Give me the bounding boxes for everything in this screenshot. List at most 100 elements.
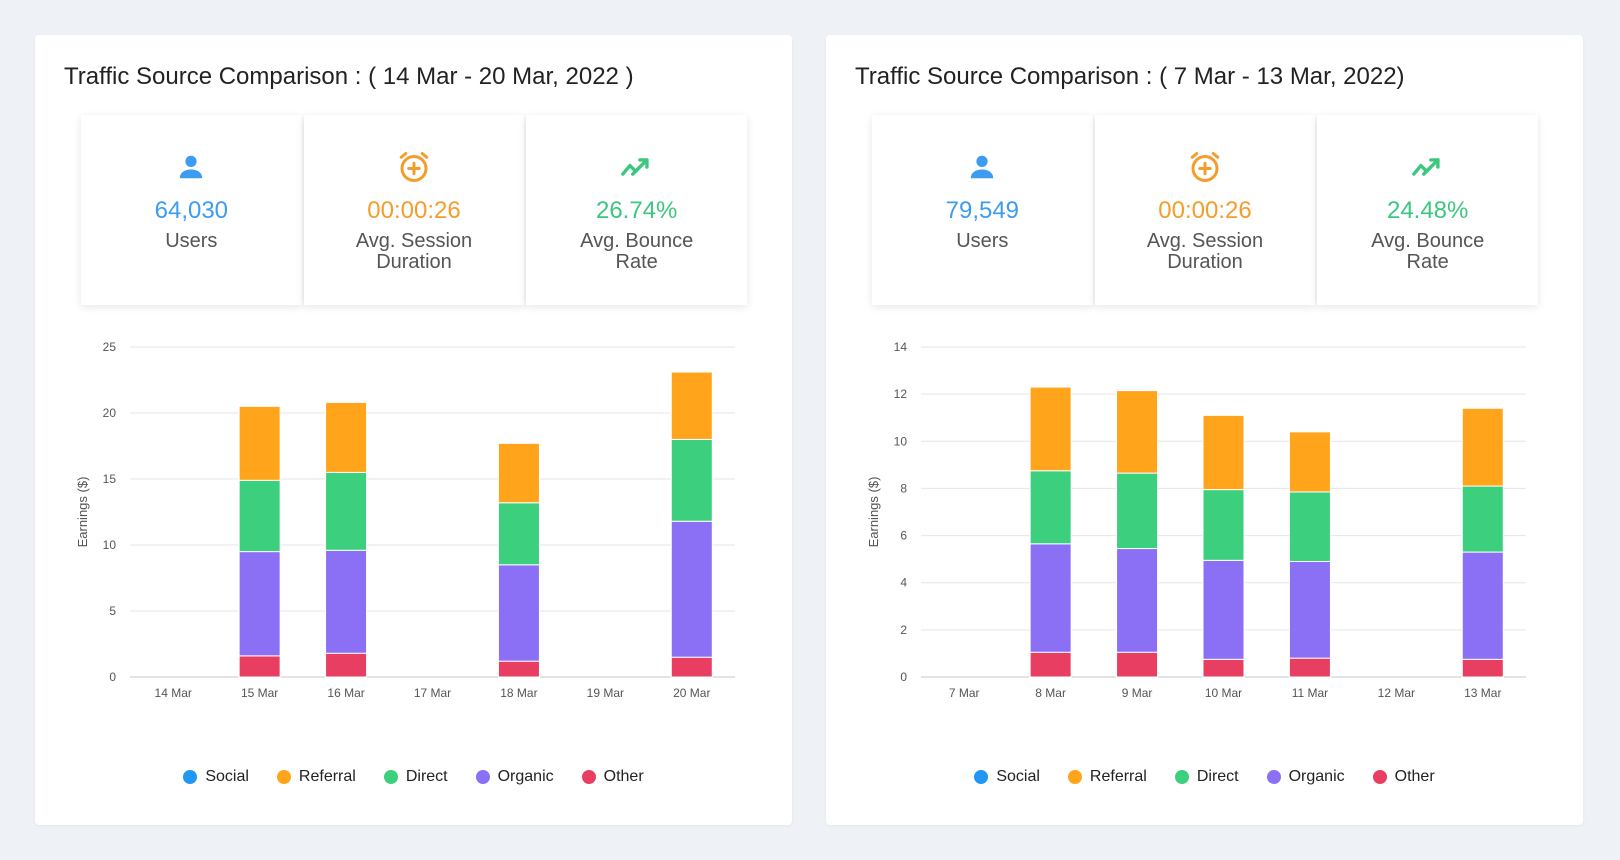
- bar-segment-organic[interactable]: [1202, 559, 1245, 660]
- bar-segment-direct[interactable]: [497, 502, 540, 566]
- bar-segment-other[interactable]: [325, 652, 368, 678]
- bar-segment-referral[interactable]: [1202, 414, 1245, 491]
- bar-segment-organic[interactable]: [670, 520, 713, 658]
- bar-segment-organic[interactable]: [497, 564, 540, 662]
- legend-item-social[interactable]: Social: [974, 768, 1040, 786]
- bar-segment-organic[interactable]: [1288, 561, 1331, 659]
- legend-item-other[interactable]: Other: [1372, 768, 1435, 786]
- legend-label: Social: [996, 768, 1040, 785]
- legend-label: Organic: [497, 768, 554, 785]
- stat-value: 00:00:26: [1158, 197, 1252, 224]
- stat-session-duration: 00:00:26 Avg. Session Duration: [1094, 115, 1316, 305]
- bar-segment-direct[interactable]: [1461, 485, 1504, 553]
- bar-segment-organic[interactable]: [238, 551, 281, 657]
- legend-label: Referral: [298, 768, 356, 785]
- bar-segment-other[interactable]: [1029, 651, 1072, 678]
- legend-dot: [581, 770, 596, 784]
- bar-segment-referral[interactable]: [1461, 407, 1504, 487]
- stat-users: 79,549 Users: [872, 115, 1093, 305]
- bar-segment-other[interactable]: [1116, 651, 1159, 678]
- legend-item-referral[interactable]: Referral: [1067, 768, 1147, 786]
- stat-value: 24.48%: [1386, 197, 1469, 224]
- x-tick-label: 11 Mar: [1292, 686, 1328, 700]
- bar-segment-referral[interactable]: [1029, 386, 1072, 472]
- legend-item-direct[interactable]: Direct: [383, 768, 448, 786]
- bar-segment-organic[interactable]: [1461, 551, 1504, 660]
- legend-label: Other: [603, 768, 644, 785]
- stacked-bar-chart: 0 2 4 6 8 10 12 14 Earnings ($) 7 Mar 8 Mar 9 Mar 10…: [826, 325, 1583, 725]
- legend-item-social[interactable]: Social: [183, 768, 249, 786]
- bar-segment-referral[interactable]: [325, 401, 368, 473]
- y-tick-label: 5: [109, 604, 116, 618]
- bar-segment-referral[interactable]: [238, 405, 281, 481]
- stat-bounce-rate: 24.48% Avg. Bounce Rate: [1317, 115, 1539, 305]
- user-icon: [173, 149, 209, 185]
- bar-segment-organic[interactable]: [1116, 548, 1159, 653]
- y-tick-label: 25: [103, 340, 117, 354]
- stat-users: 64,030 Users: [81, 115, 302, 305]
- bar-segment-direct[interactable]: [1202, 489, 1245, 561]
- bar-segment-other[interactable]: [1461, 658, 1504, 678]
- legend-item-direct[interactable]: Direct: [1174, 768, 1239, 786]
- legend-label: Other: [1394, 768, 1435, 785]
- chart-svg: 0 2 4 6 8 10 12 14 Earnings ($) 7 Mar 8 Mar 9 Mar 10…: [866, 340, 1526, 700]
- card-title: Traffic Source Comparison : ( 14 Mar - 2…: [64, 63, 634, 90]
- x-tick-label: 12 Mar: [1378, 686, 1415, 700]
- legend-label: Social: [205, 768, 249, 785]
- legend-item-organic[interactable]: Organic: [1266, 768, 1345, 786]
- bar-segment-referral[interactable]: [1288, 431, 1331, 493]
- bar-segment-other[interactable]: [1288, 657, 1331, 678]
- stat-label: Avg. Session Duration: [1146, 230, 1264, 273]
- x-tick-label: 13 Mar: [1464, 686, 1501, 700]
- stat-value: 26.74%: [595, 197, 678, 224]
- bar-segment-referral[interactable]: [497, 442, 540, 504]
- stat-value: 00:00:26: [367, 197, 461, 224]
- y-tick-label: 14: [894, 340, 908, 354]
- chart-legend: Social Referral Direct Organic Other: [35, 768, 792, 786]
- legend-dot: [974, 770, 989, 784]
- bar-segment-referral[interactable]: [670, 371, 713, 440]
- bar-segment-organic[interactable]: [325, 549, 368, 654]
- chart-legend: Social Referral Direct Organic Other: [826, 768, 1583, 786]
- stat-value: 79,549: [945, 197, 1020, 224]
- bar-segment-other[interactable]: [238, 655, 281, 678]
- x-tick-label: 8 Mar: [1035, 686, 1066, 700]
- bar-segment-other[interactable]: [497, 660, 540, 678]
- stat-label: Users: [165, 230, 218, 252]
- traffic-card-current-week: Traffic Source Comparison : ( 14 Mar - 2…: [35, 35, 792, 825]
- legend-item-organic[interactable]: Organic: [475, 768, 554, 786]
- stacked-bar-chart: 0 5 10 15 20 25 Earnings ($) 14 Mar 15 Mar 16 Mar…: [35, 325, 792, 725]
- x-tick-label: 16 Mar: [327, 686, 364, 700]
- bar-segment-direct[interactable]: [1029, 470, 1072, 545]
- bar-segment-direct[interactable]: [1116, 472, 1159, 550]
- bar-segment-other[interactable]: [670, 656, 713, 678]
- legend-item-referral[interactable]: Referral: [276, 768, 356, 786]
- x-tick-label: 7 Mar: [949, 686, 980, 700]
- x-tick-label: 19 Mar: [587, 686, 624, 700]
- y-tick-label: 10: [103, 538, 117, 552]
- user-icon: [964, 149, 1000, 185]
- x-tick-label: 17 Mar: [414, 686, 451, 700]
- bar-segment-referral[interactable]: [1116, 390, 1159, 474]
- bar-segment-other[interactable]: [1202, 658, 1245, 678]
- y-tick-label: 0: [900, 670, 907, 684]
- trending-up-icon: [1410, 149, 1446, 185]
- x-tick-label: 15 Mar: [241, 686, 278, 700]
- y-tick-label: 2: [900, 623, 907, 637]
- bar-segment-direct[interactable]: [325, 471, 368, 551]
- legend-dot: [183, 770, 198, 784]
- bar-segment-direct[interactable]: [238, 479, 281, 553]
- y-tick-label: 12: [894, 387, 908, 401]
- y-tick-label: 8: [900, 481, 907, 495]
- bar-segment-direct[interactable]: [1288, 491, 1331, 562]
- legend-item-other[interactable]: Other: [581, 768, 644, 786]
- legend-label: Direct: [405, 768, 448, 785]
- stat-label: Users: [956, 230, 1009, 252]
- x-tick-label: 10 Mar: [1205, 686, 1242, 700]
- bar-segment-direct[interactable]: [670, 438, 713, 522]
- bar-segment-organic[interactable]: [1029, 543, 1072, 653]
- traffic-card-previous-week: Traffic Source Comparison : ( 7 Mar - 13…: [826, 35, 1583, 825]
- y-tick-label: 10: [894, 434, 908, 448]
- legend-dot: [1174, 770, 1189, 784]
- stats-row: 79,549 Users 00:00:26 Avg. Session Durat…: [872, 115, 1539, 305]
